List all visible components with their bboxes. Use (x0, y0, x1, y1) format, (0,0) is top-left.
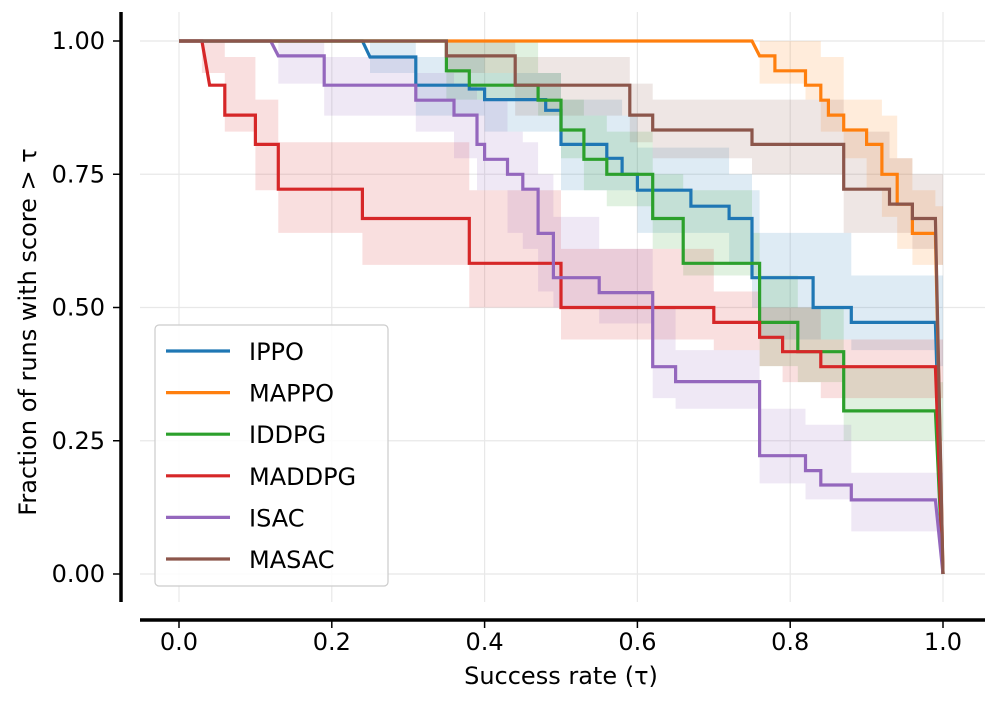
x-tick-label: 0.2 (313, 628, 351, 656)
band-masac (179, 41, 943, 574)
y-tick-label: 0.50 (52, 294, 105, 322)
x-tick-label: 1.0 (924, 628, 962, 656)
series-lines (179, 39, 945, 575)
line-masac (179, 39, 945, 575)
x-axis-title: Success rate (τ) (464, 662, 658, 690)
y-ticks: 0.00 0.25 0.50 0.75 1.00 (52, 27, 121, 588)
legend-box (154, 324, 389, 587)
x-tick-label: 0.0 (160, 628, 198, 656)
x-tick-label: 0.4 (466, 628, 504, 656)
line-maddpg (179, 39, 945, 575)
y-axis-title: Fraction of runs with score > τ (14, 148, 42, 515)
legend-label-masac: MASAC (249, 546, 335, 574)
y-tick-label: 0.75 (52, 160, 105, 188)
y-tick-label: 0.00 (52, 560, 105, 588)
x-ticks: 0.0 0.2 0.4 0.6 0.8 1.0 (160, 620, 962, 656)
line-isac (179, 39, 945, 575)
legend-label-isac: ISAC (249, 504, 305, 532)
x-tick-label: 0.6 (618, 628, 656, 656)
legend: IPPO MAPPO IDDPG MADDPG ISAC MASAC (154, 324, 389, 587)
band-iddpg (179, 41, 943, 574)
legend-label-mappo: MAPPO (249, 380, 334, 408)
y-tick-label: 1.00 (52, 27, 105, 55)
x-tick-label: 0.8 (771, 628, 809, 656)
line-iddpg (179, 39, 945, 575)
legend-label-iddpg: IDDPG (249, 421, 326, 449)
legend-label-ippo: IPPO (249, 338, 304, 366)
y-tick-label: 0.25 (52, 427, 105, 455)
legend-label-maddpg: MADDPG (249, 463, 356, 491)
band-ippo (179, 41, 943, 574)
